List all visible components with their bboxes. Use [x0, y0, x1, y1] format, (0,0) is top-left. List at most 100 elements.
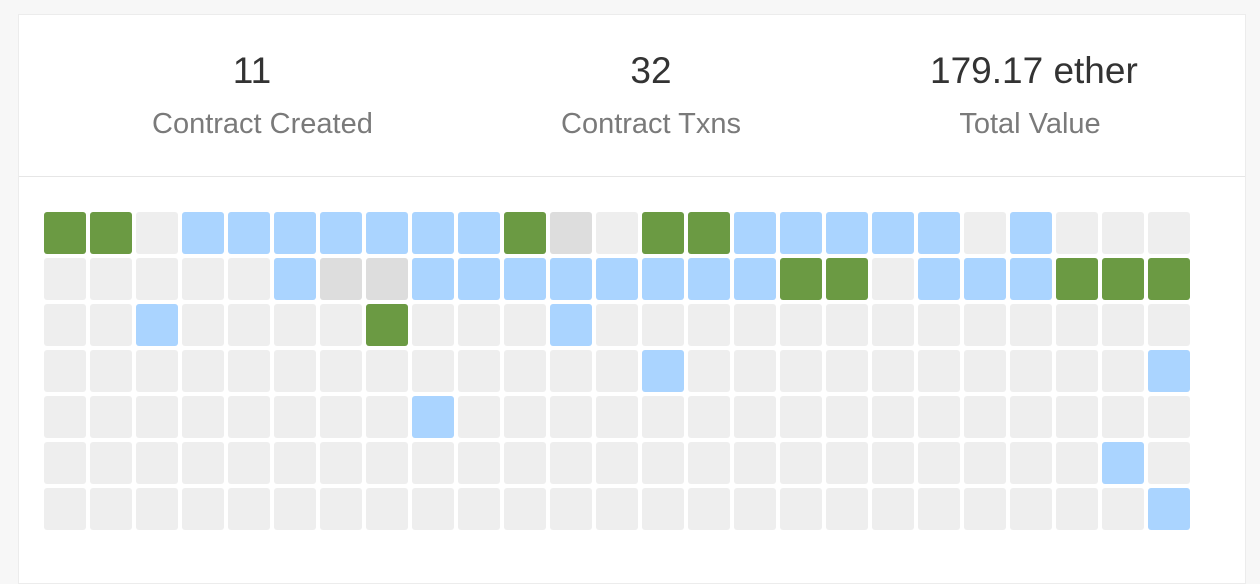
activity-cell-contract-created[interactable] [826, 258, 868, 300]
activity-cell-empty[interactable] [44, 488, 86, 530]
activity-cell-empty[interactable] [182, 304, 224, 346]
activity-cell-empty[interactable] [1102, 488, 1144, 530]
activity-cell-empty[interactable] [228, 488, 270, 530]
activity-cell-empty[interactable] [550, 442, 592, 484]
activity-cell-empty[interactable] [1148, 212, 1190, 254]
activity-cell-empty[interactable] [780, 350, 822, 392]
activity-cell-empty[interactable] [596, 212, 638, 254]
activity-cell-empty[interactable] [1056, 304, 1098, 346]
activity-cell-empty[interactable] [550, 350, 592, 392]
activity-cell-empty[interactable] [1010, 304, 1052, 346]
activity-cell-empty[interactable] [1056, 212, 1098, 254]
activity-cell-empty[interactable] [412, 442, 454, 484]
activity-cell-txn[interactable] [136, 304, 178, 346]
activity-cell-empty[interactable] [1148, 442, 1190, 484]
activity-cell-empty[interactable] [1056, 396, 1098, 438]
activity-cell-empty[interactable] [458, 350, 500, 392]
activity-cell-txn[interactable] [550, 258, 592, 300]
activity-cell-empty[interactable] [872, 258, 914, 300]
activity-cell-txn[interactable] [366, 212, 408, 254]
activity-cell-empty[interactable] [228, 350, 270, 392]
activity-cell-empty[interactable] [1010, 488, 1052, 530]
activity-cell-empty[interactable] [366, 350, 408, 392]
activity-cell-empty[interactable] [274, 350, 316, 392]
activity-cell-txn[interactable] [320, 212, 362, 254]
activity-cell-txn[interactable] [688, 258, 730, 300]
activity-cell-contract-created[interactable] [642, 212, 684, 254]
activity-cell-empty[interactable] [642, 304, 684, 346]
activity-cell-empty[interactable] [826, 304, 868, 346]
activity-cell-empty[interactable] [44, 258, 86, 300]
activity-cell-empty[interactable] [90, 488, 132, 530]
activity-cell-empty[interactable] [734, 488, 776, 530]
activity-cell-empty[interactable] [642, 396, 684, 438]
activity-cell-txn[interactable] [734, 212, 776, 254]
activity-cell-txn[interactable] [274, 258, 316, 300]
activity-cell-empty[interactable] [734, 396, 776, 438]
activity-cell-txn[interactable] [1102, 442, 1144, 484]
activity-cell-txn[interactable] [1010, 258, 1052, 300]
activity-cell-txn[interactable] [780, 212, 822, 254]
activity-cell-empty[interactable] [1056, 442, 1098, 484]
activity-cell-empty[interactable] [228, 442, 270, 484]
activity-cell-empty[interactable] [1010, 442, 1052, 484]
activity-cell-empty[interactable] [872, 488, 914, 530]
activity-cell-empty[interactable] [872, 442, 914, 484]
activity-cell-txn[interactable] [458, 212, 500, 254]
activity-cell-empty[interactable] [734, 350, 776, 392]
activity-cell-txn[interactable] [1148, 488, 1190, 530]
activity-cell-empty[interactable] [964, 442, 1006, 484]
activity-cell-empty[interactable] [274, 304, 316, 346]
activity-cell-empty[interactable] [228, 258, 270, 300]
activity-cell-empty[interactable] [504, 396, 546, 438]
activity-cell-txn[interactable] [228, 212, 270, 254]
activity-cell-txn[interactable] [274, 212, 316, 254]
activity-cell-empty[interactable] [44, 396, 86, 438]
activity-cell-txn[interactable] [1010, 212, 1052, 254]
activity-cell-empty[interactable] [1056, 350, 1098, 392]
activity-cell-empty[interactable] [44, 304, 86, 346]
activity-cell-empty[interactable] [688, 442, 730, 484]
activity-cell-empty[interactable] [458, 442, 500, 484]
activity-cell-empty[interactable] [688, 488, 730, 530]
activity-cell-empty[interactable] [136, 488, 178, 530]
activity-cell-light-gray[interactable] [320, 258, 362, 300]
activity-cell-empty[interactable] [596, 304, 638, 346]
activity-cell-empty[interactable] [550, 488, 592, 530]
activity-cell-empty[interactable] [182, 442, 224, 484]
activity-cell-empty[interactable] [1010, 350, 1052, 392]
activity-cell-empty[interactable] [1102, 212, 1144, 254]
activity-cell-empty[interactable] [182, 396, 224, 438]
activity-cell-empty[interactable] [90, 442, 132, 484]
activity-cell-empty[interactable] [596, 442, 638, 484]
activity-cell-contract-created[interactable] [504, 212, 546, 254]
activity-cell-empty[interactable] [136, 212, 178, 254]
activity-cell-contract-created[interactable] [1102, 258, 1144, 300]
activity-cell-empty[interactable] [504, 304, 546, 346]
activity-cell-empty[interactable] [596, 350, 638, 392]
activity-cell-empty[interactable] [780, 442, 822, 484]
activity-cell-empty[interactable] [412, 488, 454, 530]
activity-cell-txn[interactable] [458, 258, 500, 300]
activity-cell-empty[interactable] [136, 396, 178, 438]
activity-cell-txn[interactable] [918, 258, 960, 300]
activity-cell-empty[interactable] [826, 488, 868, 530]
activity-cell-empty[interactable] [964, 212, 1006, 254]
activity-cell-contract-created[interactable] [90, 212, 132, 254]
activity-cell-txn[interactable] [918, 212, 960, 254]
activity-cell-txn[interactable] [642, 350, 684, 392]
activity-cell-empty[interactable] [1102, 350, 1144, 392]
activity-cell-contract-created[interactable] [366, 304, 408, 346]
activity-cell-empty[interactable] [918, 442, 960, 484]
activity-cell-txn[interactable] [504, 258, 546, 300]
activity-cell-empty[interactable] [182, 350, 224, 392]
activity-cell-contract-created[interactable] [1148, 258, 1190, 300]
activity-cell-empty[interactable] [1010, 396, 1052, 438]
activity-cell-empty[interactable] [688, 396, 730, 438]
activity-cell-txn[interactable] [964, 258, 1006, 300]
activity-cell-empty[interactable] [274, 396, 316, 438]
activity-cell-txn[interactable] [872, 212, 914, 254]
activity-cell-empty[interactable] [688, 304, 730, 346]
activity-cell-txn[interactable] [182, 212, 224, 254]
activity-cell-empty[interactable] [918, 304, 960, 346]
